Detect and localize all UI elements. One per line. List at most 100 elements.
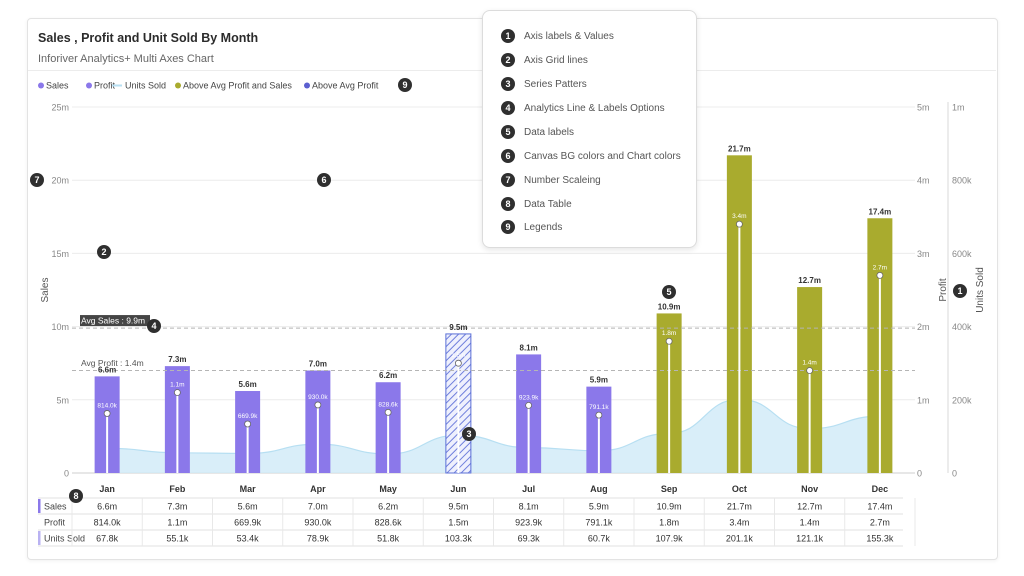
annotation-panel: 1 Axis labels & Values 2 Axis Grid lines 3… — [482, 10, 697, 248]
marker-7: 7 — [30, 173, 44, 187]
left-tick-label: 0 — [64, 469, 69, 479]
sales-data-label: 5.9m — [590, 376, 608, 385]
annotation-label: Analytics Line & Labels Options — [524, 102, 665, 114]
table-row-marker — [38, 499, 41, 513]
legend-label: Units Sold — [125, 81, 166, 91]
marker-8: 8 — [69, 489, 83, 503]
average-label-bg — [80, 357, 150, 369]
profit-data-label: 814.0k — [97, 402, 117, 409]
profit-tick-label: 3m — [917, 249, 930, 259]
sales-data-label: 9.5m — [449, 323, 467, 332]
profit-data-label: 828.6k — [378, 401, 398, 408]
chart-subtitle: Inforiver Analytics+ Multi Axes Chart — [38, 53, 214, 65]
table-cell: 17.4m — [867, 502, 892, 512]
annotation-badge: 8 — [501, 197, 515, 211]
average-label: Avg Profit : 1.4m — [81, 358, 144, 368]
marker-2: 2 — [97, 245, 111, 259]
legend-label: Sales — [46, 81, 69, 91]
annotation-item: 7 Number Scaleing — [501, 172, 601, 188]
sales-data-label: 7.3m — [168, 355, 186, 364]
sales-data-label: 21.7m — [728, 144, 751, 153]
table-cell: 6.6m — [97, 502, 117, 512]
profit-point — [314, 401, 322, 409]
marker-4: 4 — [147, 319, 161, 333]
sales-data-label: 6.6m — [98, 365, 116, 374]
table-cell: 669.9k — [234, 518, 262, 528]
units-sold-area — [107, 399, 880, 473]
category-label: Nov — [801, 484, 818, 494]
profit-point — [103, 410, 111, 417]
profit-data-label: 1.4m — [802, 360, 816, 367]
profit-data-label: 1.8m — [662, 330, 676, 337]
category-label: Jul — [522, 484, 535, 494]
chart-title: Sales , Profit and Unit Sold By Month — [38, 31, 259, 45]
profit-data-label: 3.4m — [732, 213, 746, 220]
table-cell: 6.2m — [378, 502, 398, 512]
table-cell: 51.8k — [377, 534, 400, 544]
table-cell: 930.0k — [304, 518, 332, 528]
profit-point — [525, 401, 533, 409]
sales-data-label: 10.9m — [658, 302, 681, 311]
marker-3: 3 — [462, 427, 476, 441]
marker-9: 9 — [398, 78, 412, 92]
table-cell: 923.9k — [515, 518, 543, 528]
category-label: Jan — [99, 484, 115, 494]
annotation-label: Axis Grid lines — [524, 54, 588, 66]
legend-label: Above Avg Profit — [312, 81, 379, 91]
profit-tick-label: 0 — [917, 469, 922, 479]
sales-data-label: 7.0m — [309, 360, 327, 369]
units-tick-label: 800k — [952, 176, 972, 186]
profit-tick-label: 1m — [917, 395, 930, 405]
units-tick-label: 200k — [952, 395, 972, 405]
annotation-badge: 1 — [501, 29, 515, 43]
profit-point — [665, 337, 673, 345]
annotation-label: Canvas BG colors and Chart colors — [524, 150, 681, 162]
annotation-item: 2 Axis Grid lines — [501, 52, 588, 68]
table-cell: 53.4k — [237, 534, 260, 544]
profit-point — [595, 411, 603, 419]
sales-data-label: 5.6m — [239, 380, 257, 389]
left-tick-label: 25m — [51, 103, 69, 113]
annotation-item: 5 Data labels — [501, 124, 574, 140]
annotation-item: 8 Data Table — [501, 196, 572, 212]
profit-data-label: 923.9k — [519, 394, 539, 401]
profit-data-label: 669.9k — [238, 413, 258, 420]
table-cell: 7.0m — [308, 502, 328, 512]
table-cell: 155.3k — [866, 534, 894, 544]
category-label: Feb — [169, 484, 186, 494]
table-cell: 2.7m — [870, 518, 890, 528]
left-tick-label: 15m — [51, 249, 69, 259]
left-tick-label: 5m — [56, 395, 69, 405]
annotation-badge: 7 — [501, 173, 515, 187]
units-axis-title: Units Sold — [975, 267, 986, 313]
category-label: Apr — [310, 484, 326, 494]
annotation-item: 6 Canvas BG colors and Chart colors — [501, 148, 681, 164]
profit-data-label: 2.7m — [873, 264, 887, 271]
table-cell: 5.6m — [238, 502, 258, 512]
table-cell: 12.7m — [797, 502, 822, 512]
profit-point — [244, 420, 252, 428]
marker-1: 1 — [953, 284, 967, 298]
annotation-badge: 3 — [501, 77, 515, 91]
legend-label: Above Avg Profit and Sales — [183, 81, 292, 91]
profit-point — [876, 271, 884, 279]
table-cell: 67.8k — [96, 534, 119, 544]
table-cell: 828.6k — [375, 518, 403, 528]
table-cell: 8.1m — [519, 502, 539, 512]
table-row-label: Units Sold — [44, 534, 85, 544]
category-label: Dec — [872, 484, 889, 494]
annotation-badge: 5 — [501, 125, 515, 139]
table-cell: 21.7m — [727, 502, 752, 512]
table-cell: 103.3k — [445, 534, 473, 544]
annotation-item: 9 Legends — [501, 219, 562, 235]
profit-point — [806, 367, 814, 374]
profit-tick-label: 5m — [917, 103, 930, 113]
table-cell: 814.0k — [94, 518, 122, 528]
sales-data-label: 17.4m — [869, 207, 892, 216]
table-cell: 3.4m — [729, 518, 749, 528]
profit-axis-title: Profit — [938, 278, 949, 302]
table-cell: 201.1k — [726, 534, 754, 544]
annotation-badge: 6 — [501, 149, 515, 163]
profit-point — [454, 359, 462, 367]
annotation-badge: 2 — [501, 53, 515, 67]
